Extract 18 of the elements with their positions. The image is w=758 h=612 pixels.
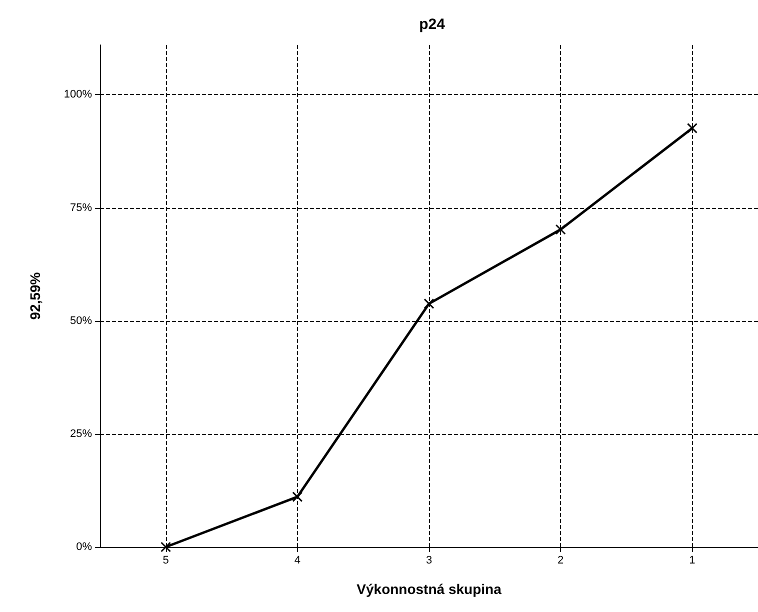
x-tick-label: 3: [426, 554, 432, 566]
point: [555, 224, 566, 235]
chart-title: p24: [419, 16, 446, 33]
y-tick-label: 50%: [70, 314, 92, 327]
x-axis-title: Výkonnostná skupina: [356, 581, 502, 597]
point: [424, 298, 434, 309]
point: [292, 492, 303, 502]
y-tick-label: 0%: [76, 541, 92, 553]
y-axis-title: 92,59%: [27, 272, 43, 320]
point: [160, 542, 172, 552]
y-tick-label: 75%: [70, 202, 92, 214]
y-tick-label: 100%: [64, 88, 92, 101]
x-tick-label: 4: [294, 554, 300, 566]
x-tick-label: 1: [689, 554, 696, 566]
point: [686, 122, 698, 134]
x-tick-label: 2: [558, 554, 564, 566]
y-tick-label: 25%: [70, 428, 92, 440]
x-tick-label: 5: [162, 554, 169, 566]
